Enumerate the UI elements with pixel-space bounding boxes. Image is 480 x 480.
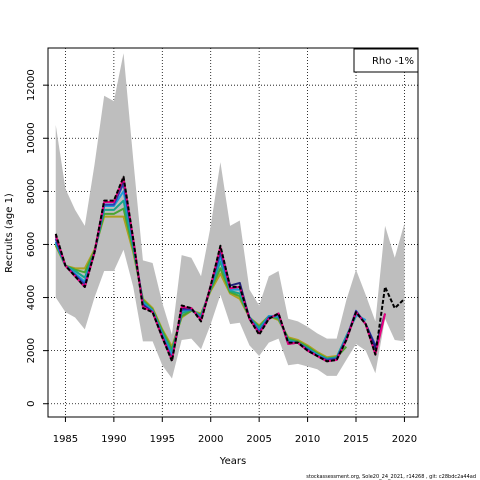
y-tick-label-4000: 4000 bbox=[26, 285, 37, 310]
y-axis: 0 2000 4000 6000 8000 10000 12000 bbox=[26, 69, 48, 407]
x-tick-label-1990: 1990 bbox=[101, 434, 126, 445]
legend-rho-text: Rho -1% bbox=[372, 56, 414, 67]
x-tick-label-2010: 2010 bbox=[295, 434, 320, 445]
legend-frame bbox=[353, 48, 419, 73]
footer-credit: stockassessment.org, Sole20_24_2021, r14… bbox=[306, 474, 476, 480]
y-tick-label-8000: 8000 bbox=[26, 179, 37, 204]
x-tick-label-1995: 1995 bbox=[150, 434, 175, 445]
x-tick-label-2020: 2020 bbox=[392, 434, 417, 445]
y-tick-label-10000: 10000 bbox=[26, 122, 37, 154]
x-tick-label-2015: 2015 bbox=[343, 434, 368, 445]
x-axis-title: Years bbox=[219, 456, 246, 467]
y-tick-label-6000: 6000 bbox=[26, 232, 37, 257]
y-tick-label-12000: 12000 bbox=[26, 69, 37, 101]
series-line-1 bbox=[54, 175, 406, 363]
x-tick-label-1985: 1985 bbox=[53, 434, 78, 445]
x-tick-label-2005: 2005 bbox=[246, 434, 271, 445]
y-tick-label-2000: 2000 bbox=[26, 338, 37, 363]
plot-frame bbox=[47, 47, 419, 418]
y-tick-label-0: 0 bbox=[26, 401, 37, 407]
x-tick-label-2000: 2000 bbox=[198, 434, 223, 445]
y-axis-title: Recruits (age 1) bbox=[4, 193, 15, 273]
series-lines bbox=[54, 175, 406, 363]
x-axis: 1985 1990 1995 2000 2005 2010 2015 2020 bbox=[53, 417, 417, 445]
legend-box: Rho -1% bbox=[353, 48, 419, 73]
